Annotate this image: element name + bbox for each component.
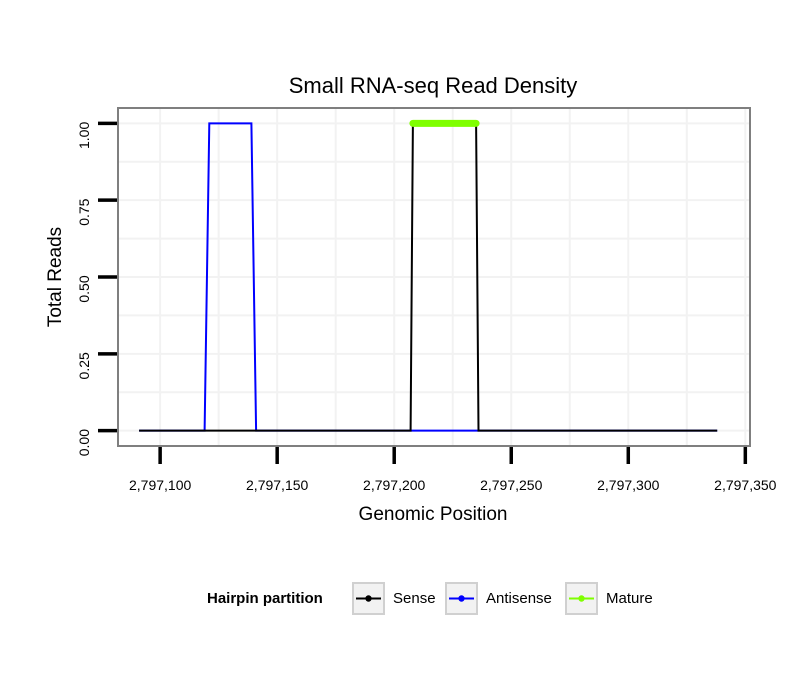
y-axis: 0.00 0.25 0.50 0.75 1.00 <box>76 122 117 456</box>
x-tick-label: 2,797,150 <box>246 477 308 493</box>
series-group <box>139 119 718 432</box>
legend-label: Mature <box>606 590 653 607</box>
y-tick-label: 0.75 <box>76 198 92 225</box>
legend-label: Sense <box>393 590 436 607</box>
x-tick-label: 2,797,300 <box>597 477 659 493</box>
x-tick-label: 2,797,100 <box>129 477 191 493</box>
panel-border <box>117 107 751 447</box>
y-tick-label: 1.00 <box>76 122 92 149</box>
legend-key-point <box>365 595 372 602</box>
x-tick-label: 2,797,200 <box>363 477 425 493</box>
legend-item-antisense: Antisense <box>445 582 552 615</box>
x-tick-label: 2,797,250 <box>480 477 542 493</box>
legend-key-point <box>578 595 585 602</box>
x-tick-label: 2,797,350 <box>714 477 776 493</box>
chart-title: Small RNA-seq Read Density <box>289 73 578 98</box>
y-tick-label: 0.25 <box>76 352 92 379</box>
y-tick-label: 0.50 <box>76 275 92 302</box>
legend-label: Antisense <box>486 590 552 607</box>
legend: Hairpin partition Sense Antisense Mature <box>207 582 653 615</box>
legend-item-mature: Mature <box>565 582 653 615</box>
x-axis: 2,797,100 2,797,150 2,797,200 2,797,250 2,79… <box>129 447 777 493</box>
y-axis-title: Total Reads <box>45 227 66 327</box>
grid-lines <box>118 108 750 446</box>
legend-item-sense: Sense <box>352 582 436 615</box>
legend-key-point <box>458 595 465 602</box>
y-tick-label: 0.00 <box>76 429 92 456</box>
legend-title: Hairpin partition <box>207 590 323 607</box>
x-axis-title: Genomic Position <box>359 504 508 525</box>
